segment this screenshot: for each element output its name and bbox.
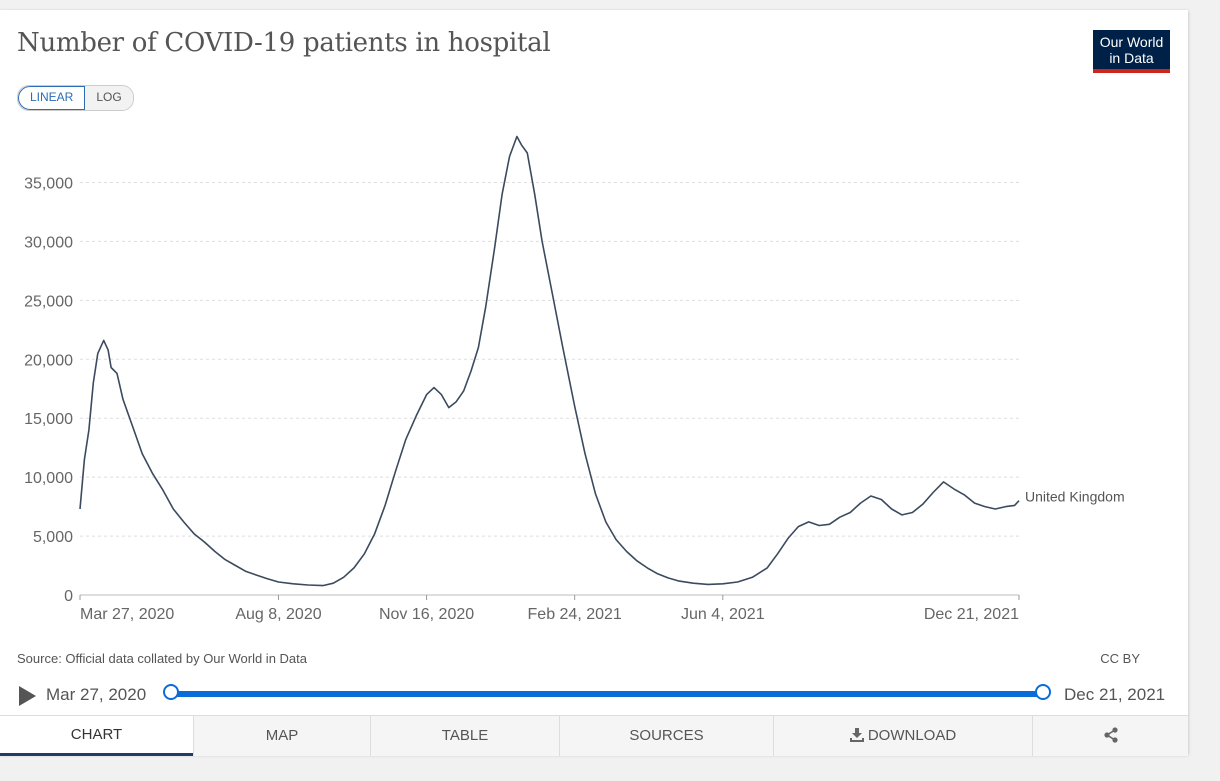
license-link[interactable]: CC BY	[1100, 651, 1140, 666]
log-scale-button[interactable]: LOG	[85, 86, 133, 110]
timeline-start-label: Mar 27, 2020	[46, 685, 147, 704]
line-chart: 0 5,000 10,000 15,000 20,000 25,000 30,000 35,0…	[24, 135, 1125, 623]
series-line-united-kingdom	[79, 135, 1020, 587]
timeline-start-handle[interactable]	[163, 684, 179, 700]
x-tick-label: Jun 4, 2021	[681, 606, 765, 623]
download-icon	[849, 728, 864, 742]
scale-toggle: LINEAR LOG	[17, 85, 134, 111]
y-tick-label: 10,000	[24, 470, 73, 487]
share-icon	[1103, 727, 1118, 743]
logo-line-2: in Data	[1109, 50, 1154, 66]
y-tick-label: 30,000	[24, 234, 73, 251]
chart-card: Number of COVID-19 patients in hospital …	[0, 10, 1188, 754]
x-tick-label: Aug 8, 2020	[235, 606, 321, 623]
x-tick-label: Mar 27, 2020	[80, 606, 174, 623]
timeline-end-label: Dec 21, 2021	[1064, 685, 1166, 704]
play-icon[interactable]	[19, 686, 36, 706]
tab-map[interactable]: MAP	[193, 716, 370, 756]
tab-download-label: DOWNLOAD	[867, 727, 957, 744]
y-tick-label: 15,000	[24, 411, 73, 428]
y-tick-label: 0	[64, 588, 73, 605]
timeline-end-handle[interactable]	[1035, 684, 1051, 700]
tab-download[interactable]: DOWNLOAD	[773, 716, 1032, 756]
owid-logo[interactable]: Our World in Data	[1093, 30, 1170, 73]
timeline: Mar 27, 2020 Dec 21, 2021	[0, 682, 1188, 710]
logo-line-1: Our World	[1099, 34, 1164, 50]
timeline-track[interactable]	[172, 691, 1044, 697]
x-tick-label: Feb 24, 2021	[528, 606, 622, 623]
linear-scale-button[interactable]: LINEAR	[18, 86, 86, 110]
tab-chart[interactable]: CHART	[0, 716, 193, 756]
tab-share[interactable]	[1032, 716, 1188, 756]
y-tick-label: 25,000	[24, 293, 73, 310]
y-tick-label: 5,000	[33, 529, 73, 546]
chart-title: Number of COVID-19 patients in hospital	[17, 28, 551, 58]
x-tick-label: Nov 16, 2020	[379, 606, 474, 623]
tab-sources[interactable]: SOURCES	[559, 716, 773, 756]
tab-table[interactable]: TABLE	[370, 716, 559, 756]
series-label: United Kingdom	[1025, 489, 1125, 505]
tab-bar: CHART MAP TABLE SOURCES DOWNLOAD	[0, 715, 1188, 756]
y-tick-label: 20,000	[24, 352, 73, 369]
source-note[interactable]: Source: Official data collated by Our Wo…	[17, 651, 307, 666]
x-tick-label: Dec 21, 2021	[924, 606, 1019, 623]
y-tick-label: 35,000	[24, 176, 73, 193]
